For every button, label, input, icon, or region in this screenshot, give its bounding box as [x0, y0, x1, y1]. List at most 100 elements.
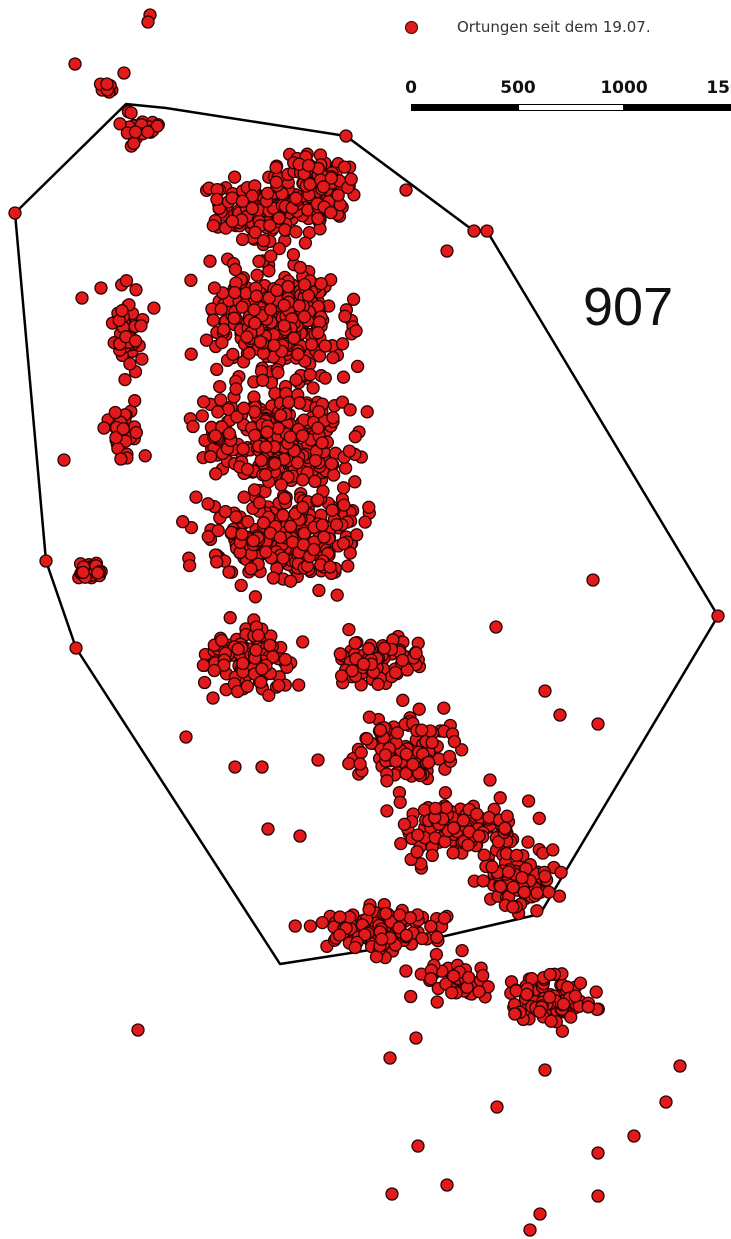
location-point [8, 206, 22, 220]
location-point [295, 429, 310, 443]
location-point [349, 324, 363, 338]
location-point [306, 381, 320, 395]
location-point [247, 303, 261, 317]
location-point [211, 523, 225, 538]
location-point [476, 968, 490, 983]
location-point [206, 313, 220, 327]
location-point [415, 723, 429, 737]
location-point [530, 904, 544, 918]
location-point [491, 835, 506, 849]
location-point [388, 665, 403, 680]
location-point [131, 1023, 145, 1037]
location-point [214, 393, 228, 407]
location-point [259, 440, 273, 454]
location-point [506, 900, 520, 914]
location-point [210, 555, 224, 569]
location-point [467, 224, 481, 238]
location-point [94, 281, 108, 295]
location-point [395, 653, 410, 667]
location-point [128, 125, 143, 139]
location-point [244, 562, 258, 576]
location-point [141, 125, 155, 139]
location-point [409, 646, 423, 660]
location-point [350, 528, 364, 542]
location-point [76, 565, 90, 580]
location-point [515, 870, 529, 885]
location-point [272, 241, 286, 256]
location-point [358, 515, 372, 529]
location-point [327, 468, 341, 482]
location-point [273, 530, 287, 545]
location-point [147, 301, 161, 315]
location-point [123, 357, 137, 371]
location-point [229, 510, 243, 524]
location-point [342, 622, 356, 637]
location-point [246, 534, 261, 548]
location-point [379, 906, 393, 921]
location-point [373, 723, 388, 737]
location-point [455, 943, 469, 958]
location-point [591, 717, 605, 731]
location-count: 907 [583, 277, 674, 337]
location-point [226, 347, 240, 362]
location-point [278, 652, 293, 667]
location-point [311, 753, 325, 767]
location-point [362, 642, 376, 656]
location-point [91, 566, 105, 580]
location-point [260, 186, 275, 201]
location-point [409, 1031, 423, 1045]
location-point [308, 453, 323, 468]
location-point [281, 279, 295, 294]
location-point [307, 542, 321, 557]
location-point [490, 1100, 504, 1114]
location-point [271, 365, 285, 380]
location-point [150, 119, 164, 133]
scale-label-1000: 1000 [600, 78, 648, 98]
location-point [258, 468, 273, 482]
location-point [301, 158, 316, 173]
location-point [480, 224, 494, 238]
location-point [336, 370, 351, 384]
location-point [472, 984, 486, 999]
location-point [393, 795, 407, 809]
location-point [241, 515, 255, 529]
location-point [256, 516, 271, 530]
scale-label-500: 500 [500, 78, 536, 98]
location-point [362, 500, 376, 514]
location-point [326, 411, 340, 425]
location-point [292, 299, 306, 313]
location-point [332, 928, 347, 942]
location-point [248, 428, 262, 442]
location-point [380, 774, 394, 788]
location-point [375, 932, 389, 946]
location-points [8, 8, 725, 1237]
location-point [235, 194, 250, 208]
location-point [215, 633, 229, 648]
location-point [339, 129, 353, 143]
location-point [415, 931, 429, 946]
location-point [399, 766, 413, 781]
location-point [564, 1010, 578, 1024]
location-point [281, 395, 296, 410]
location-point [393, 908, 407, 922]
location-point [109, 430, 123, 445]
location-point [256, 233, 271, 248]
location-point [316, 180, 331, 194]
location-point [591, 1146, 605, 1160]
location-point [510, 848, 524, 863]
location-point [324, 205, 338, 220]
location-point [296, 473, 310, 487]
location-point [75, 291, 89, 305]
location-point [430, 930, 444, 944]
location-point [311, 326, 325, 340]
location-point [326, 350, 340, 365]
location-point [255, 662, 269, 676]
location-point [196, 395, 211, 409]
location-point [412, 702, 426, 716]
location-point [315, 436, 329, 450]
location-point [311, 211, 325, 226]
location-point [286, 247, 301, 262]
legend: Ortungen seit dem 19.07. [400, 12, 731, 42]
location-point [341, 559, 355, 573]
location-point [442, 749, 457, 764]
